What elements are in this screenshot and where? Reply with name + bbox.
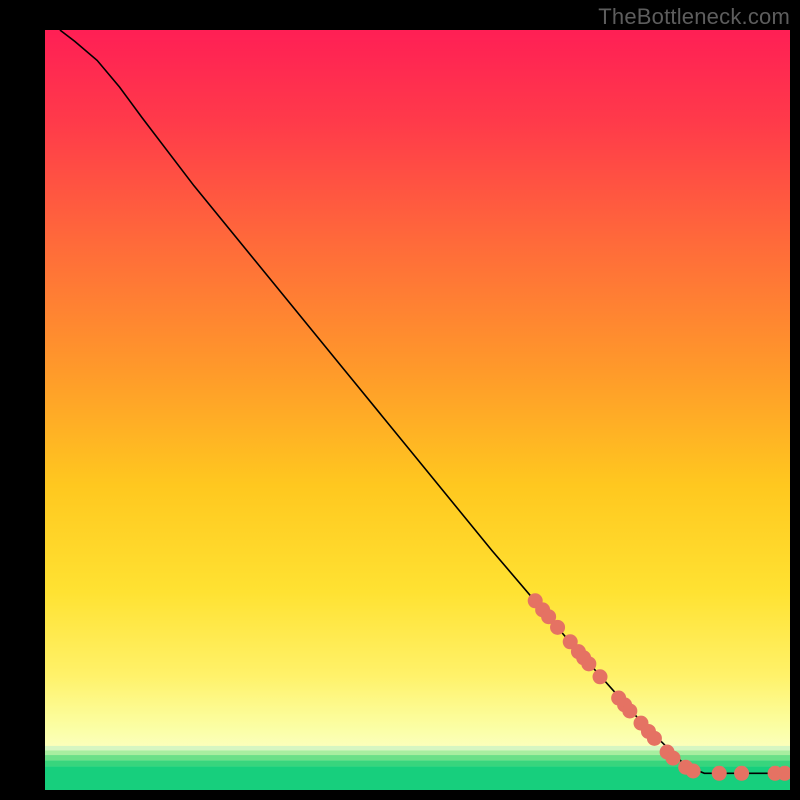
chart-frame: TheBottleneck.com [0,0,800,800]
plot-svg [45,30,790,790]
green-band [45,766,790,790]
data-point [593,669,608,684]
data-point [686,764,701,779]
data-point [622,703,637,718]
data-point [647,731,662,746]
data-point [666,751,681,766]
green-band [45,746,790,751]
data-point [712,766,727,781]
data-point [734,766,749,781]
plot-area [45,30,790,790]
gradient-background [45,30,790,790]
data-point [581,656,596,671]
data-point [550,620,565,635]
watermark-label: TheBottleneck.com [598,4,790,30]
